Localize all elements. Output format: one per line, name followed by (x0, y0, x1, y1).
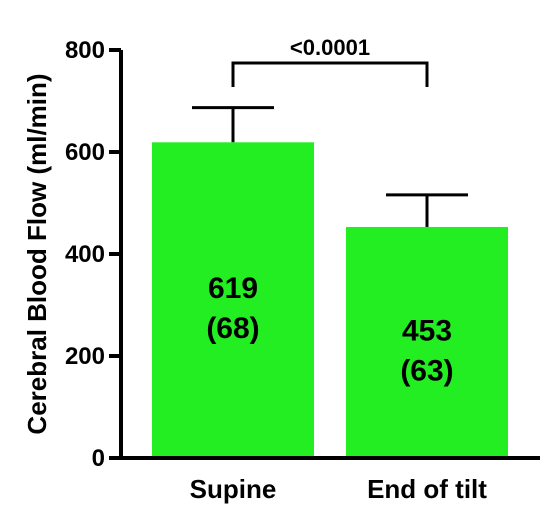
y-tick-label: 800 (65, 37, 105, 64)
y-tick-label: 600 (65, 139, 105, 166)
significance-bracket: <0.0001 (231, 35, 429, 87)
error-bars (192, 106, 468, 227)
bar-sd-label: (63) (400, 354, 453, 387)
p-value-label: <0.0001 (290, 35, 370, 60)
y-tick-label: 200 (65, 343, 105, 370)
category-labels: Supine End of tilt (190, 474, 488, 504)
bar-labels: 619 (68) 453 (63) (206, 272, 453, 387)
bar-value-label: 453 (402, 314, 452, 347)
bar-end-of-tilt (346, 226, 508, 458)
category-label: Supine (190, 474, 277, 504)
bars (152, 142, 508, 458)
significance-bracket-line (231, 61, 429, 87)
bar-supine (152, 142, 314, 458)
bar-sd-label: (68) (206, 312, 259, 345)
y-axis-label: Cerebral Blood Flow (ml/min) (22, 73, 52, 434)
y-tick-label: 400 (65, 241, 105, 268)
y-tick-label: 0 (92, 445, 105, 472)
bar-value-label: 619 (208, 272, 258, 305)
category-label: End of tilt (367, 474, 487, 504)
y-ticks: 0 200 400 600 800 (65, 37, 121, 472)
